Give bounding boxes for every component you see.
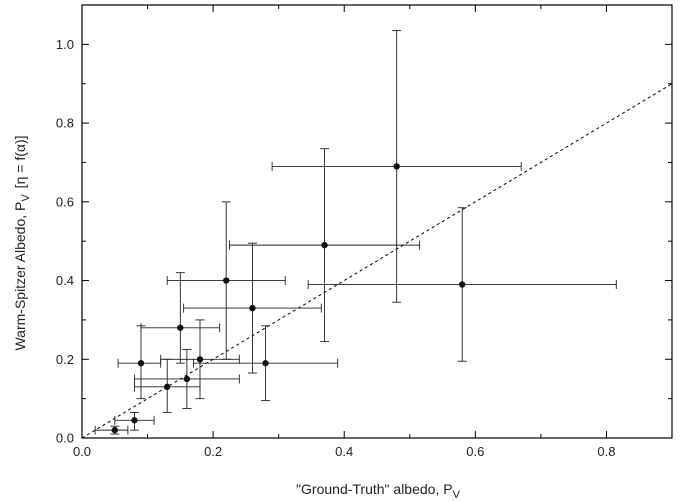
data-point	[321, 241, 328, 249]
x-tick-label: 0.4	[335, 444, 353, 459]
axes: 0.0 0.2 0.4 0.6 0.8 0.0 0.2 0.4 0.6 0.8 1.0	[56, 4, 673, 459]
data-point	[183, 375, 191, 383]
data-point	[177, 324, 184, 331]
y-axis-title: Warm-Spitzer Albedo, PV[η = f(α)]	[12, 135, 32, 350]
x-tick-label: 0.6	[466, 444, 484, 459]
data-point	[249, 304, 256, 312]
y-tick-label: 0.4	[56, 273, 74, 288]
data-point	[393, 163, 400, 170]
y-tick-label: 0.8	[56, 116, 74, 131]
data-point	[223, 277, 230, 284]
x-tick-label: 0.0	[73, 444, 91, 459]
reference-line-layer	[81, 83, 673, 439]
data-point	[111, 426, 118, 434]
data-point	[196, 356, 204, 363]
one-to-one-reference-line	[81, 83, 673, 439]
y-tick-label: 0.2	[56, 352, 74, 367]
x-axis-title: "Ground-Truth" albedo, PV	[296, 481, 461, 501]
y-tick-label: 0.0	[56, 431, 74, 446]
plot-frame	[81, 4, 673, 439]
x-tick-label: 0.2	[204, 444, 222, 459]
x-tick-label: 0.8	[597, 444, 615, 459]
data-point	[164, 383, 171, 391]
error-bar-layer	[94, 30, 617, 435]
data-point	[137, 360, 145, 367]
data-point	[131, 417, 138, 424]
y-tick-label: 0.6	[56, 194, 74, 209]
data-point	[459, 281, 466, 288]
data-point-layer	[111, 163, 466, 434]
error-bar	[94, 425, 129, 435]
error-bar	[140, 272, 221, 364]
y-tick-label: 1.0	[56, 37, 74, 52]
data-point	[262, 360, 269, 367]
